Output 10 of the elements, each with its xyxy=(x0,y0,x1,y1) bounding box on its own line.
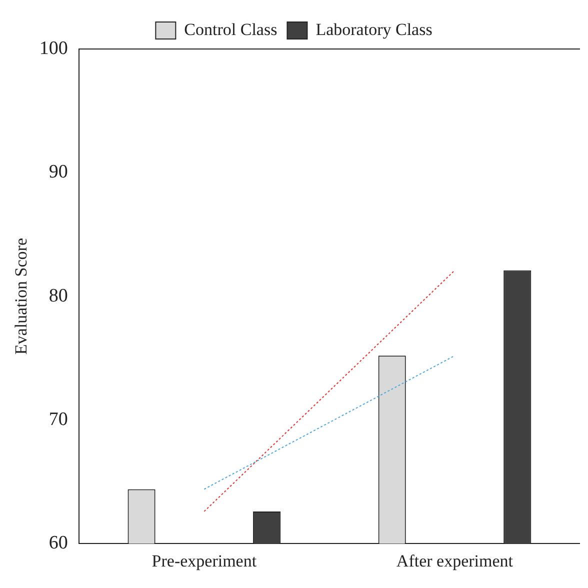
x-tick-label: Pre-experiment xyxy=(152,551,257,570)
y-axis-title: Evaluation Score xyxy=(12,238,31,355)
y-tick-label: 80 xyxy=(48,285,68,306)
y-tick-label: 60 xyxy=(48,532,68,554)
y-tick-label: 100 xyxy=(39,38,68,59)
y-tick-label: 90 xyxy=(48,162,68,183)
legend-label: Laboratory Class xyxy=(316,20,432,39)
x-tick-label: After experiment xyxy=(396,551,514,570)
legend-label: Control Class xyxy=(184,20,278,39)
y-tick-label: 70 xyxy=(48,408,68,430)
